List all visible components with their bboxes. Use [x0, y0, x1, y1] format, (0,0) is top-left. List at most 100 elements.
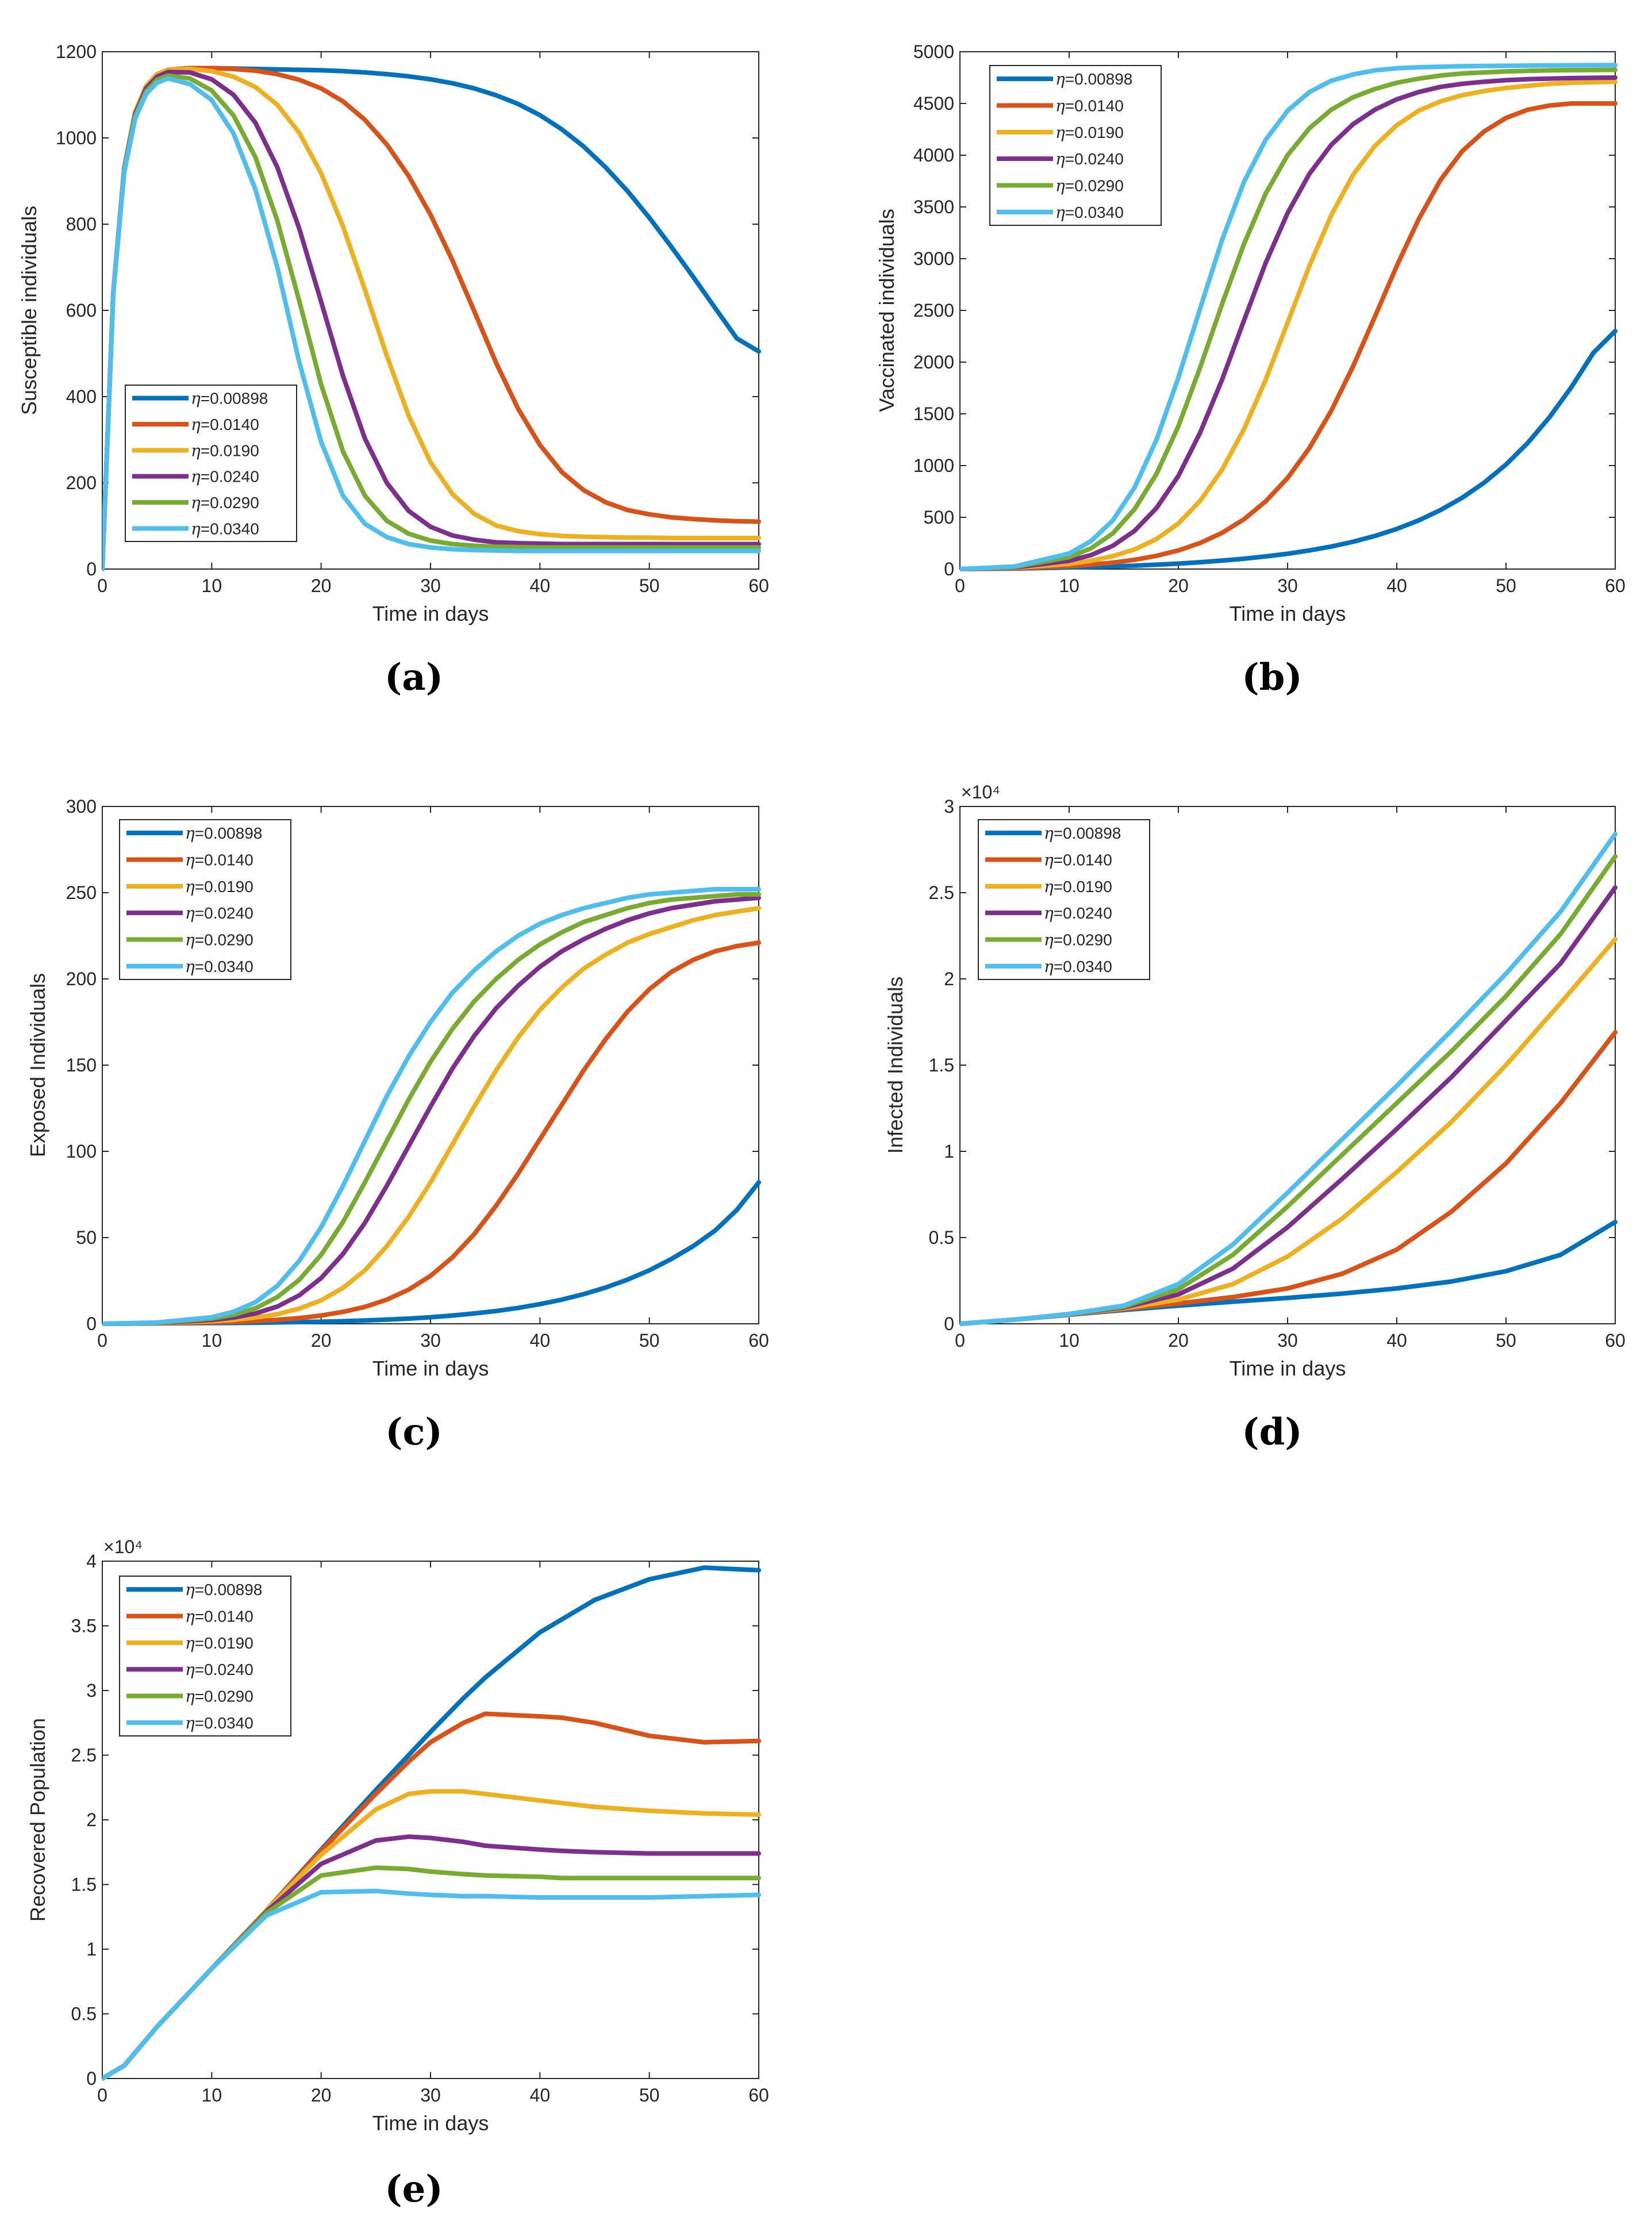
x-tick-label: 20	[311, 2085, 332, 2106]
y-tick-label: 100	[66, 1141, 97, 1162]
legend-eta-symbol: η	[191, 389, 201, 408]
series-group	[102, 66, 761, 571]
legend-value: =0.0240	[195, 1661, 253, 1678]
legend-label-3: η=0.0190	[185, 1634, 253, 1653]
y-tick-label: 4000	[913, 145, 954, 166]
legend-eta-symbol: η	[185, 824, 195, 843]
y-tick-label: 3	[944, 796, 954, 817]
panel-c: 0 10 20 30 40 50 60 0 50 100 150 200 250 300 Time in d…	[26, 796, 769, 1454]
x-tick-label: 50	[1496, 575, 1516, 596]
panel-caption: (e)	[385, 2168, 443, 2211]
legend-label-2: η=0.0140	[191, 415, 259, 434]
legend-value: =0.0240	[1054, 904, 1112, 922]
y-tick-label: 200	[66, 472, 97, 493]
x-axis-label: Time in days	[1230, 1357, 1346, 1380]
legend-label-6: η=0.0340	[1044, 957, 1112, 976]
legend-value: =0.0340	[1054, 958, 1112, 975]
y-tick-label: 1.5	[929, 1055, 954, 1075]
legend-label-5: η=0.0290	[185, 931, 253, 950]
x-axis-label: Time in days	[372, 602, 489, 625]
y-tick-label: 1	[944, 1141, 954, 1162]
legend-eta-symbol: η	[191, 493, 201, 512]
x-tick-label: 20	[311, 1330, 332, 1351]
x-tick-label: 60	[1605, 1330, 1626, 1351]
legend-eta-symbol: η	[1044, 824, 1054, 843]
legend-label-1: η=0.00898	[1044, 824, 1121, 843]
y-tick-label: 50	[76, 1227, 97, 1248]
y-tick-label: 0	[944, 559, 954, 579]
y-tick-label: 0.5	[929, 1227, 954, 1248]
legend-value: =0.0190	[195, 878, 253, 896]
y-exponent-label: ×10⁴	[961, 782, 1000, 802]
series-group	[102, 887, 761, 1326]
panel-caption: (a)	[385, 656, 443, 699]
legend-eta-symbol: η	[191, 519, 201, 538]
legend-label-2: η=0.0140	[1055, 97, 1124, 116]
series-line-4	[102, 70, 761, 571]
y-axis-label: Recovered Population	[26, 1718, 49, 1922]
legend-value: =0.0190	[201, 441, 259, 459]
y-tick-label: 2000	[913, 352, 954, 372]
series-line-3	[960, 79, 1618, 571]
series-line-5	[102, 892, 761, 1326]
y-tick-label: 3000	[913, 248, 954, 269]
legend-value: =0.0290	[1065, 177, 1124, 195]
legend-label-6: η=0.0340	[191, 519, 259, 538]
legend-eta-symbol: η	[1055, 203, 1065, 222]
x-tick-label: 30	[1277, 1330, 1298, 1351]
series-line-4	[102, 896, 761, 1326]
legend-eta-symbol: η	[1044, 931, 1054, 950]
series-line-1	[960, 329, 1618, 571]
legend-eta-symbol: η	[185, 877, 195, 896]
legend-eta-symbol: η	[1044, 851, 1054, 870]
y-tick-label: 250	[66, 882, 97, 903]
x-axis-label: Time in days	[372, 1357, 489, 1380]
x-tick-label: 10	[202, 2085, 222, 2106]
legend-value: =0.00898	[1054, 824, 1121, 842]
y-tick-label: 4	[86, 1551, 97, 1572]
x-tick-label: 40	[1386, 575, 1407, 596]
y-tick-label: 2.5	[71, 1745, 97, 1766]
x-tick-label: 50	[639, 575, 660, 596]
x-tick-label: 10	[202, 1330, 222, 1351]
y-tick-label: 5000	[913, 41, 954, 62]
y-tick-label: 0.5	[71, 2004, 97, 2024]
y-tick-label: 0	[86, 2068, 97, 2089]
legend-box	[119, 819, 291, 980]
legend-label-4: η=0.0240	[185, 1660, 253, 1679]
legend-label-3: η=0.0190	[191, 441, 259, 460]
legend-value: =0.00898	[1065, 70, 1133, 88]
legend-eta-symbol: η	[191, 415, 201, 434]
series-line-3	[102, 906, 761, 1326]
legend-value: =0.00898	[201, 390, 268, 408]
legend-label-5: η=0.0290	[185, 1687, 253, 1706]
legend: η=0.00898η=0.0140η=0.0190η=0.0240η=0.029…	[989, 65, 1162, 226]
y-tick-label: 300	[66, 796, 97, 817]
legend-eta-symbol: η	[185, 904, 195, 923]
legend-eta-symbol: η	[185, 1660, 195, 1679]
x-tick-label: 60	[748, 2085, 769, 2106]
series-line-6	[102, 76, 761, 571]
legend-value: =0.0140	[1054, 851, 1112, 869]
legend-eta-symbol: η	[1055, 70, 1065, 89]
x-tick-label: 20	[1168, 1330, 1189, 1351]
legend-label-5: η=0.0290	[1055, 176, 1124, 195]
legend-label-5: η=0.0290	[191, 493, 259, 512]
legend-eta-symbol: η	[1044, 877, 1054, 896]
y-tick-label: 3.5	[71, 1616, 97, 1636]
legend-label-3: η=0.0190	[1044, 877, 1112, 896]
panel-d: 0 10 20 30 40 50 60 0 0.5 1 1.5 2 2.5 3 ×10⁴ Time in da…	[883, 782, 1626, 1454]
legend-label-6: η=0.0340	[185, 957, 253, 976]
x-axis-label: Time in days	[372, 2111, 489, 2135]
legend-value: =0.0340	[201, 520, 259, 537]
x-tick-label: 0	[97, 1330, 107, 1351]
legend-value: =0.0140	[1065, 97, 1124, 115]
legend-eta-symbol: η	[1055, 97, 1065, 116]
y-tick-label: 3	[86, 1680, 97, 1701]
y-tick-label: 2500	[913, 300, 954, 321]
y-axis-label: Susceptible individuals	[17, 206, 41, 415]
x-tick-label: 0	[955, 575, 965, 596]
y-tick-label: 0	[86, 559, 97, 579]
